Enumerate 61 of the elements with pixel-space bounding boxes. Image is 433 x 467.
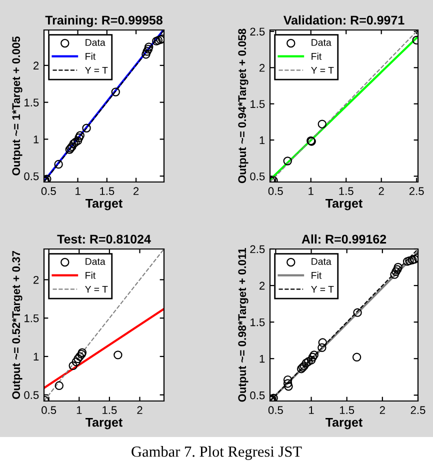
x-tick-label: 2.5 [410,406,426,414]
y-tick-label: 0.5 [250,172,265,180]
chart-title: All: R=0.99162 [302,234,386,244]
y-tick-label: 1 [34,136,39,144]
y-axis-title: Output ~= 0.52*Target + 0.37 [12,251,22,400]
y-tick-label: 2 [260,282,265,290]
y-axis-title: Output ~= 0.98*Target + 0.011 [238,248,248,402]
x-tick-label: 0.5 [42,406,56,414]
legend-label: Data [86,258,106,265]
x-axis-title: Target [326,199,362,210]
chart-title: Training: R=0.99958 [45,15,162,28]
y-tick-label: 1 [34,352,39,360]
y-tick-label: 2.5 [250,28,265,36]
x-axis-title: Target [326,418,362,430]
y-tick-label: 2 [34,62,39,70]
legend-label: Fit [312,52,322,60]
legend-label: Fit [312,272,322,279]
y-tick-label: 2.5 [250,245,265,254]
x-tick-label: 1.5 [102,406,117,414]
x-tick-label: 1 [309,406,314,414]
x-axis-title: Target [86,199,122,210]
x-tick-label: 2 [134,187,139,195]
x-tick-label: 1.5 [100,187,114,196]
y-tick-label: 1.5 [250,100,265,108]
chart-title: Test: R=0.81024 [57,234,151,244]
x-tick-label: 2 [378,187,384,195]
legend-label: Y = T [85,286,108,293]
legend-label: Fit [86,272,96,279]
legend-label: Data [312,258,332,265]
x-tick-label: 1.5 [340,406,354,414]
text: Gambar 7. Plot Regresi JST [132,446,302,460]
y-tick-label: 2 [34,276,39,284]
y-tick-label: 0.5 [24,391,39,399]
x-tick-label: 2.5 [409,187,424,196]
x-tick-label: 0.5 [268,406,283,414]
y-axis-title: Output ~= 0.94*Target + 0.058 [238,28,248,184]
legend-label: Data [86,39,106,46]
y-tick-label: 2 [260,64,265,72]
x-tick-label: 1.5 [339,187,354,196]
y-tick-label: 1.5 [250,318,265,326]
x-tick-label: 1 [76,406,82,414]
legend-label: Fit [86,52,96,60]
y-tick-label: 1 [260,354,265,363]
y-tick-label: 0.5 [250,391,265,400]
x-tick-label: 2 [380,406,385,414]
chart-title: Validation: R=0.9971 [283,15,404,25]
y-axis-title: Output ~= 1*Target + 0.005 [12,36,22,176]
y-tick-label: 1.5 [24,98,39,106]
x-tick-label: 1 [308,187,314,195]
x-tick-label: 0.5 [41,187,56,196]
x-axis-title: Target [86,418,122,430]
legend-label: Y = T [311,286,334,293]
legend-label: Y = T [85,66,108,74]
x-tick-label: 1 [76,187,80,195]
legend-label: Y = T [311,66,334,74]
y-tick-label: 1 [260,136,265,144]
legend-label: Data [312,39,332,46]
x-tick-label: 0.5 [268,187,283,196]
x-tick-label: 2 [137,406,142,414]
y-tick-label: 1.5 [24,314,39,322]
y-tick-label: 0.5 [24,172,39,180]
